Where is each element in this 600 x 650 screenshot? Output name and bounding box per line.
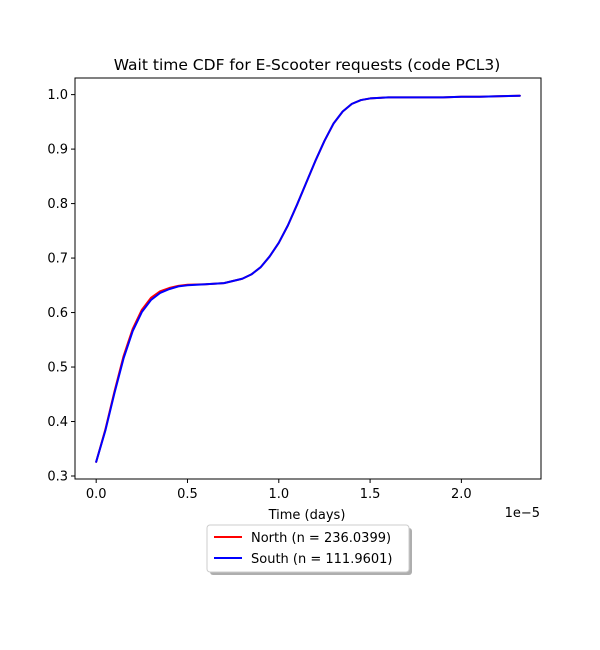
x-tick-label: 2.0 [451, 487, 472, 502]
y-tick-label: 0.4 [47, 415, 68, 430]
chart-title: Wait time CDF for E-Scooter requests (co… [114, 56, 501, 74]
y-tick-label: 0.8 [47, 197, 68, 212]
x-tick-label: 1.5 [360, 487, 381, 502]
legend-label-south: South (n = 111.9601) [251, 552, 392, 567]
legend: North (n = 236.0399) South (n = 111.9601… [206, 524, 412, 575]
y-tick-label: 0.7 [47, 252, 68, 267]
x-axis: 0.0 0.5 1.0 1.5 2.0 [86, 479, 472, 502]
x-tick-label: 1.0 [268, 487, 289, 502]
plot-frame [74, 77, 542, 480]
x-tick-label: 0.5 [177, 487, 198, 502]
y-tick-label: 0.6 [47, 306, 68, 321]
y-axis: 0.3 0.4 0.5 0.6 0.7 0.8 0.9 1.0 [47, 88, 75, 485]
y-tick-label: 0.9 [47, 143, 68, 158]
x-tick-label: 0.0 [86, 487, 107, 502]
y-tick-label: 0.5 [47, 361, 68, 376]
y-tick-label: 1.0 [47, 88, 68, 103]
x-axis-offset-text: 1e−5 [505, 506, 540, 521]
legend-label-north: North (n = 236.0399) [251, 531, 391, 546]
legend-box [206, 524, 410, 573]
y-tick-label: 0.3 [47, 470, 68, 485]
series-group [95, 94, 521, 463]
series-line-south [95, 94, 521, 463]
x-axis-label: Time (days) [268, 508, 346, 523]
